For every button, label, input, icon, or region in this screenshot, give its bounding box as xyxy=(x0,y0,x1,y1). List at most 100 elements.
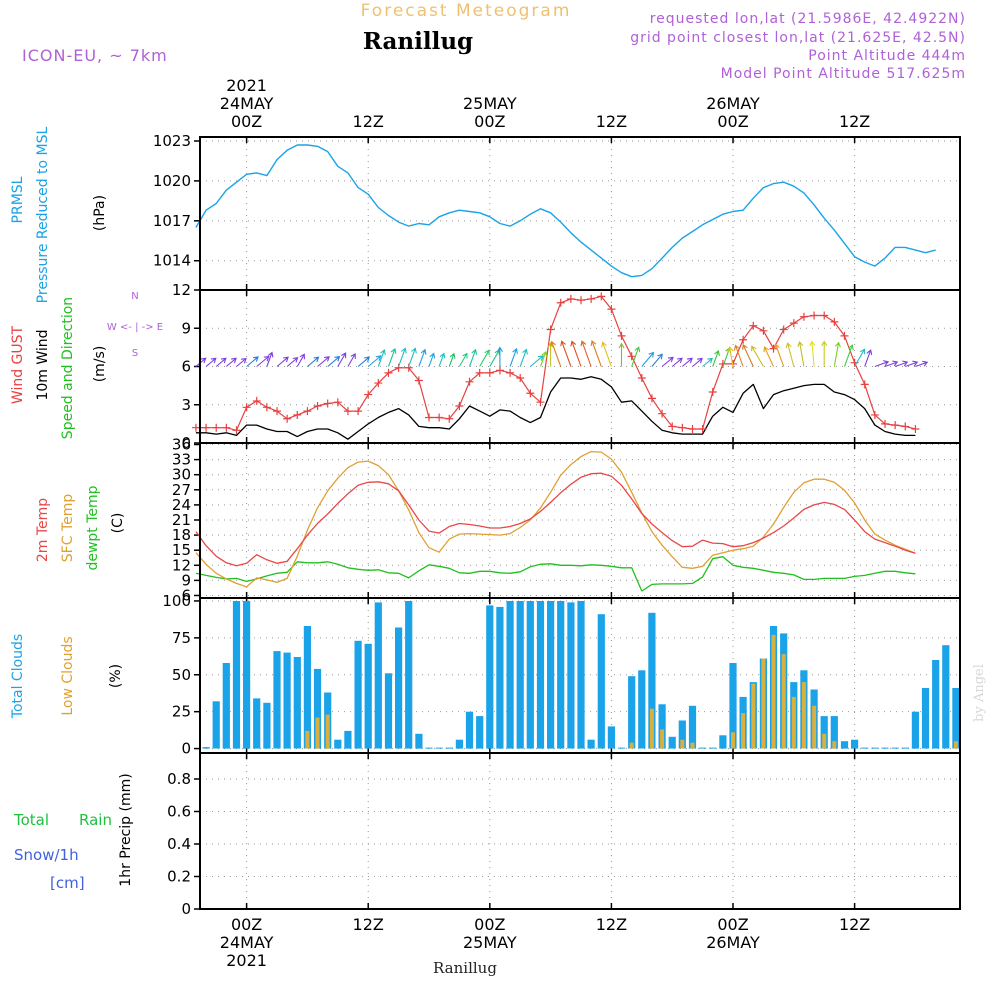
top-time-label: 00Z xyxy=(474,112,505,131)
wind-direction-arrow xyxy=(307,356,320,367)
total-cloud-bar xyxy=(921,688,930,749)
gridpoint-coords: grid point closest lon,lat (21.625E, 42.… xyxy=(630,30,966,46)
wind-direction-arrow xyxy=(580,340,592,367)
y-tick-label: 0 xyxy=(181,740,191,758)
wind-gust-marker xyxy=(577,296,586,305)
y-tick-label: 12 xyxy=(172,556,191,574)
total-cloud-bar xyxy=(263,702,271,749)
wind-gust-marker xyxy=(678,423,687,432)
wind-direction-arrow xyxy=(448,352,456,367)
wind-direction-arrow xyxy=(337,352,347,367)
precip-unit-label: 1hr Precip (mm) xyxy=(118,773,134,886)
wind-direction-arrow xyxy=(327,355,341,367)
wind-direction-arrow xyxy=(387,347,397,367)
total-cloud-bar xyxy=(577,601,585,749)
wind-direction-arrow xyxy=(438,352,446,367)
y-tick-label: 75 xyxy=(172,629,191,647)
wind-direction-arrow xyxy=(236,357,247,367)
wind-direction-arrow xyxy=(215,357,227,367)
wind-direction-arrow xyxy=(205,357,217,367)
total-cloud-bar xyxy=(587,739,595,749)
low-cloud-bar xyxy=(791,696,796,749)
wind-direction-arrow xyxy=(377,348,386,367)
wind-gust-marker xyxy=(242,403,251,412)
total-cloud-bar xyxy=(395,627,403,749)
pressure-line xyxy=(195,144,936,278)
wind-direction-arrow xyxy=(651,353,663,367)
wind-gust-marker xyxy=(901,422,910,431)
wind-gust-marker xyxy=(262,403,271,412)
low-cloud-bar xyxy=(660,729,665,749)
pressure-msl-label: Pressure Reduced to MSL xyxy=(35,126,51,303)
wind-direction-arrow xyxy=(641,351,655,367)
wind-speed-dir-label: Speed and Direction xyxy=(60,297,76,439)
wind-gust-marker xyxy=(526,389,535,398)
wind-gust-marker xyxy=(799,312,808,321)
wind-gust-marker xyxy=(475,368,484,377)
total-cloud-bar xyxy=(607,726,615,749)
precip-total-label: Total xyxy=(13,811,49,829)
wind-direction-arrow xyxy=(479,349,490,367)
total-cloud-bar xyxy=(658,704,666,749)
chart-product-title: Forecast Meteogram xyxy=(361,1,572,21)
y-tick-label: 1017 xyxy=(153,212,191,230)
wind-gust-marker xyxy=(313,402,322,411)
clouds-panel: 100 75 50 25 0 xyxy=(162,592,961,758)
wind-gust-marker xyxy=(414,376,423,385)
wind-direction-arrow xyxy=(671,357,683,367)
wind-direction-arrow xyxy=(751,345,764,367)
wind-10m-line xyxy=(195,376,916,440)
top-time-label: 12Z xyxy=(839,112,870,131)
total-cloud-bar xyxy=(699,747,707,749)
wind-gust-marker xyxy=(830,317,839,326)
low-cloud-bar xyxy=(761,658,766,749)
wind-gust-marker xyxy=(637,373,646,382)
total-cloud-bar xyxy=(729,663,737,749)
requested-coords: requested lon,lat (21.5986E, 42.4922N) xyxy=(650,11,966,27)
model-label: ICON-EU, ~ 7km xyxy=(22,46,168,65)
wind-direction-arrow xyxy=(618,342,625,367)
wind-direction-arrow xyxy=(428,352,436,367)
wind-direction-arrow xyxy=(286,357,299,367)
wind-direction-arrow xyxy=(601,341,612,367)
wind-direction-arrow xyxy=(590,339,602,367)
wind-direction-arrow xyxy=(864,349,873,367)
bottom-time-label: 12Z xyxy=(596,915,627,934)
low-cloud-bar xyxy=(325,714,330,749)
wind-gust-marker xyxy=(202,423,211,432)
low-cloud-bar xyxy=(649,708,654,749)
y-tick-label: 6 xyxy=(181,358,191,376)
wind-direction-arrow xyxy=(833,341,841,367)
bottom-time-label: 26MAY xyxy=(706,933,760,952)
bottom-time-label: 00Z xyxy=(717,915,748,934)
wind-direction-arrow xyxy=(468,348,478,367)
wind-gust-marker xyxy=(333,398,342,407)
low-cloud-bar xyxy=(801,682,806,749)
wind-gust-marker xyxy=(789,319,798,328)
wind-gust-marker xyxy=(566,294,575,303)
wind-gust-marker xyxy=(759,326,768,335)
wind-direction-arrow xyxy=(550,340,562,367)
wind-direction-arrow xyxy=(458,352,468,367)
wind-direction-arrow xyxy=(854,348,866,367)
total-cloud-bar xyxy=(243,601,251,749)
total-cloud-bar xyxy=(648,612,656,749)
top-time-label: 2021 xyxy=(226,76,267,95)
total-cloud-bar xyxy=(678,720,686,749)
total-cloud-bar xyxy=(597,614,605,749)
precip-rain-label: Rain xyxy=(79,811,112,829)
total-cloud-bar xyxy=(465,711,474,749)
top-time-label: 24MAY xyxy=(220,94,274,113)
wind-gust-marker xyxy=(546,325,555,334)
total-cloud-bar xyxy=(435,747,443,749)
wind-gust-marker xyxy=(668,422,677,431)
wind-direction-arrow xyxy=(763,346,774,367)
total-cloud-bar xyxy=(557,601,565,749)
y-tick-label: 0 xyxy=(181,900,191,918)
wind-gust-marker xyxy=(647,394,656,403)
total-cloud-bar xyxy=(881,747,889,749)
wind-direction-arrow xyxy=(631,346,641,367)
wind-direction-arrow xyxy=(692,357,703,367)
panel-frame xyxy=(199,136,961,291)
